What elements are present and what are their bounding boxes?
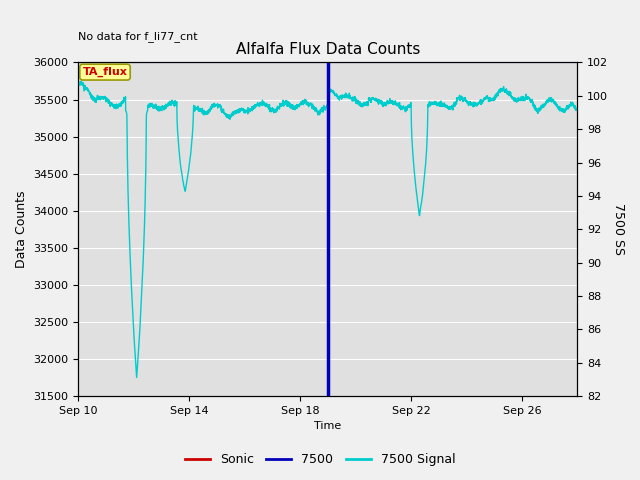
X-axis label: Time: Time xyxy=(314,421,342,432)
Title: Alfalfa Flux Data Counts: Alfalfa Flux Data Counts xyxy=(236,42,420,57)
Y-axis label: 7500 SS: 7500 SS xyxy=(612,204,625,255)
Legend: Sonic, 7500, 7500 Signal: Sonic, 7500, 7500 Signal xyxy=(180,448,460,471)
Text: No data for f_li77_cnt: No data for f_li77_cnt xyxy=(79,32,198,42)
Text: TA_flux: TA_flux xyxy=(83,67,127,77)
Y-axis label: Data Counts: Data Counts xyxy=(15,191,28,268)
